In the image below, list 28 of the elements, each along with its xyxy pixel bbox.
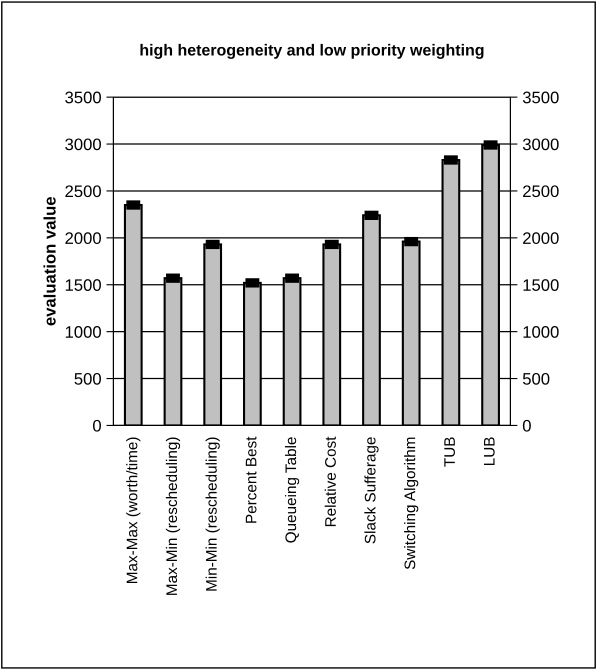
x-tick-label: Slack Sufferage bbox=[364, 437, 379, 544]
y-tick-label: 3000 bbox=[65, 138, 101, 150]
x-tick-label: LUB bbox=[484, 437, 495, 466]
x-tick-label: TUB bbox=[444, 437, 455, 467]
x-tick-label: Min-Min (rescheduling) bbox=[206, 438, 220, 591]
y-tick-label: 2000 bbox=[65, 232, 101, 244]
y-tick-label: 1000 bbox=[66, 326, 101, 338]
y2-tick-label: 0 bbox=[522, 420, 531, 432]
y-tick-label: 500 bbox=[74, 372, 101, 385]
y2-tick-label: 2000 bbox=[523, 232, 559, 244]
y-tick-label: 3500 bbox=[65, 92, 101, 104]
y-axis-title: evaluation value bbox=[43, 197, 56, 326]
y2-tick-label: 2500 bbox=[523, 185, 559, 198]
y2-tick-label: 500 bbox=[522, 372, 550, 385]
x-tick-label: Max-Max (worth/time) bbox=[126, 438, 140, 583]
y2-tick-label: 1500 bbox=[524, 279, 559, 291]
y-tick-label: 2500 bbox=[65, 185, 101, 198]
x-tick-label: Queueing Table bbox=[284, 437, 300, 543]
chart-title: high heterogeneity and low priority weighting bbox=[140, 44, 484, 59]
y2-tick-label: 1000 bbox=[524, 326, 559, 338]
y-tick-label: 0 bbox=[93, 420, 101, 432]
x-tick-label: Max-Min (rescheduling) bbox=[166, 438, 180, 595]
y-tick-label: 1500 bbox=[66, 279, 101, 291]
x-tick-label: Switching Algorithm bbox=[404, 438, 418, 570]
y2-tick-label: 3000 bbox=[522, 138, 559, 150]
y2-tick-label: 3500 bbox=[522, 92, 559, 104]
x-tick-label: Percent Best bbox=[246, 436, 256, 523]
x-tick-label: Relative Cost bbox=[324, 436, 336, 526]
